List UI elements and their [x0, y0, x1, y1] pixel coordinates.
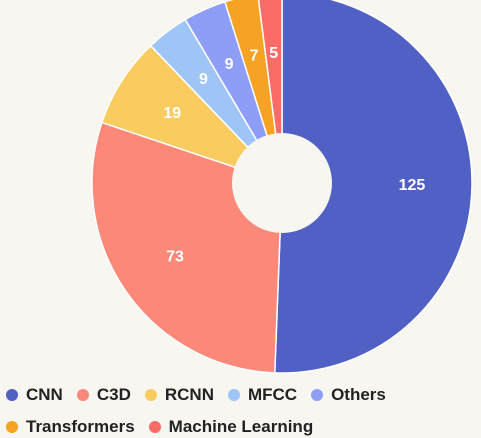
slice-value-label: 9 [199, 71, 208, 88]
donut-hole [232, 133, 332, 233]
legend-item: C3D [76, 384, 131, 406]
legend-swatch [227, 389, 240, 401]
legend-item: Others [311, 384, 386, 406]
legend-swatch [76, 389, 89, 401]
slice-machine-learning [257, 0, 283, 184]
legend-label: CNN [26, 385, 63, 404]
slice-value-label: 19 [163, 105, 181, 122]
slice-value-label: 73 [166, 248, 184, 265]
legend-label: RCNN [164, 385, 214, 404]
legend-label: C3D [96, 385, 131, 404]
legend-swatch [6, 389, 18, 401]
legend-label: Transformers [26, 417, 135, 436]
legend-swatch [6, 421, 18, 433]
slice-value-label: 7 [250, 48, 259, 65]
legend: CNN C3D RCNN MFCC Others Transformers Machine … [6, 384, 476, 438]
slice-value-label: 5 [269, 45, 278, 62]
legend-swatch [311, 389, 324, 401]
legend-item: RCNN [144, 384, 214, 406]
legend-swatch [144, 389, 157, 401]
legend-item: MFCC [227, 384, 298, 406]
legend-label: MFCC [247, 385, 298, 404]
slice-value-label: 9 [225, 56, 234, 73]
legend-label: Machine Learning [168, 417, 314, 436]
legend-item: CNN [6, 384, 63, 406]
legend-item: Transformers [6, 416, 135, 438]
slice-cnn [273, 0, 473, 374]
legend-swatch [148, 421, 161, 433]
legend-item: Machine Learning [148, 416, 314, 438]
slice-value-label: 125 [399, 177, 426, 194]
legend-label: Others [331, 385, 386, 404]
